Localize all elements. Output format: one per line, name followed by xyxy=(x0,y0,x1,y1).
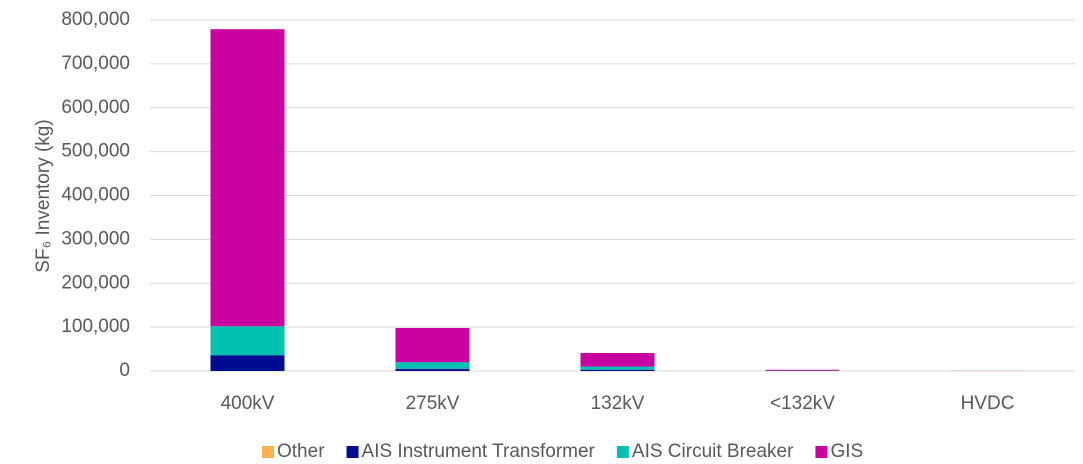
legend-swatch xyxy=(815,446,828,458)
legend-label: AIS Circuit Breaker xyxy=(632,441,794,462)
bar-segment xyxy=(210,326,285,356)
y-tick-label: 400,000 xyxy=(61,185,130,206)
bar-segment xyxy=(395,328,470,363)
y-axis-label: SF₆ Inventory (kg) xyxy=(33,119,54,272)
y-tick-label: 100,000 xyxy=(61,316,130,337)
x-tick-label: 400kV xyxy=(221,393,275,414)
x-tick-label: HVDC xyxy=(961,393,1015,414)
legend-label: Other xyxy=(277,441,325,462)
bar-segment xyxy=(765,369,840,371)
legend-label: AIS Instrument Transformer xyxy=(362,441,596,462)
x-tick-label: <132kV xyxy=(770,393,835,414)
y-tick-label: 300,000 xyxy=(61,228,130,249)
y-tick-label: 800,000 xyxy=(61,9,130,30)
bar-segment xyxy=(580,353,655,367)
x-tick-label: 275kV xyxy=(406,393,460,414)
legend-label: GIS xyxy=(830,441,863,462)
bar-segment xyxy=(395,368,470,371)
legend-swatch xyxy=(346,446,359,458)
legend-swatch xyxy=(616,446,629,458)
y-tick-label: 700,000 xyxy=(61,53,130,74)
bar-segment xyxy=(210,29,285,327)
bar-segment xyxy=(580,366,655,370)
bar-segment xyxy=(395,362,470,369)
bar-segment xyxy=(580,369,655,371)
x-tick-label: 132kV xyxy=(591,393,645,414)
y-tick-label: 500,000 xyxy=(61,141,130,162)
y-tick-label: 600,000 xyxy=(61,97,130,118)
bar-segment xyxy=(210,355,285,371)
y-tick-label: 0 xyxy=(119,360,130,381)
y-tick-label: 200,000 xyxy=(61,272,130,293)
legend-swatch xyxy=(262,446,274,458)
